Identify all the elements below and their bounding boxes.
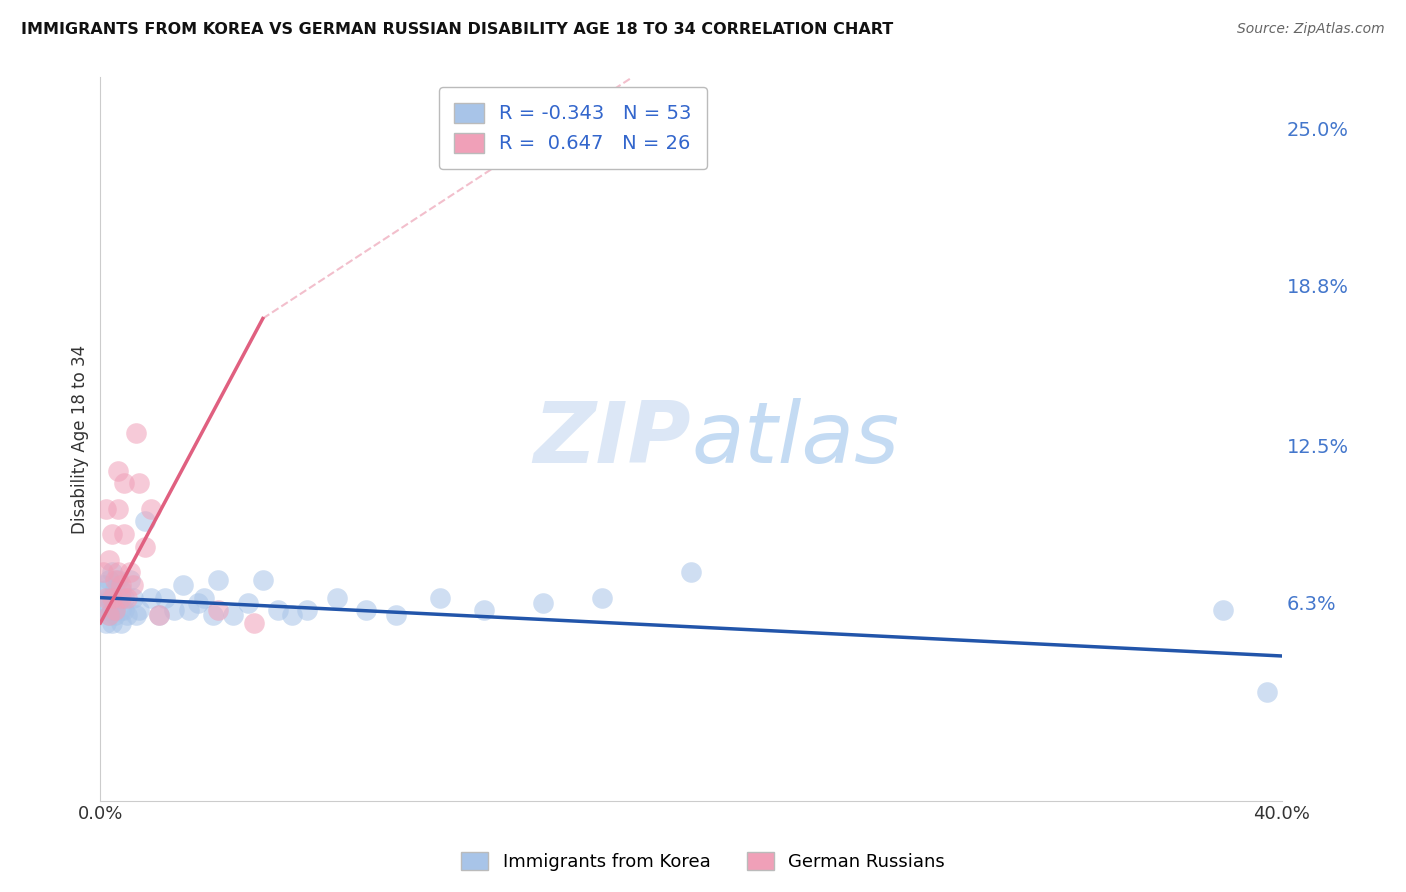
Point bbox=[163, 603, 186, 617]
Point bbox=[128, 476, 150, 491]
Point bbox=[236, 596, 259, 610]
Point bbox=[1256, 684, 1278, 698]
Point bbox=[429, 591, 451, 605]
Point bbox=[354, 603, 377, 617]
Point bbox=[222, 608, 245, 623]
Point bbox=[172, 578, 194, 592]
Point bbox=[472, 603, 495, 617]
Point bbox=[592, 591, 614, 605]
Point bbox=[207, 573, 229, 587]
Y-axis label: Disability Age 18 to 34: Disability Age 18 to 34 bbox=[72, 344, 89, 533]
Point bbox=[112, 603, 135, 617]
Point bbox=[110, 578, 132, 592]
Legend: R = -0.343   N = 53, R =  0.647   N = 26: R = -0.343 N = 53, R = 0.647 N = 26 bbox=[439, 87, 707, 169]
Point bbox=[118, 566, 141, 580]
Point bbox=[112, 591, 135, 605]
Point bbox=[104, 582, 127, 597]
Point bbox=[101, 591, 124, 605]
Point bbox=[110, 591, 132, 605]
Point bbox=[101, 566, 124, 580]
Point bbox=[148, 608, 170, 623]
Point bbox=[281, 608, 304, 623]
Point bbox=[115, 608, 138, 623]
Point bbox=[98, 573, 121, 587]
Point bbox=[98, 608, 121, 623]
Point bbox=[118, 573, 141, 587]
Text: IMMIGRANTS FROM KOREA VS GERMAN RUSSIAN DISABILITY AGE 18 TO 34 CORRELATION CHAR: IMMIGRANTS FROM KOREA VS GERMAN RUSSIAN … bbox=[21, 22, 893, 37]
Point bbox=[96, 591, 118, 605]
Point bbox=[96, 603, 118, 617]
Point bbox=[110, 603, 132, 617]
Point bbox=[107, 501, 129, 516]
Point bbox=[295, 603, 318, 617]
Point bbox=[531, 596, 554, 610]
Point bbox=[121, 591, 143, 605]
Point bbox=[101, 603, 124, 617]
Point bbox=[104, 573, 127, 587]
Point bbox=[139, 591, 162, 605]
Text: Source: ZipAtlas.com: Source: ZipAtlas.com bbox=[1237, 22, 1385, 37]
Legend: Immigrants from Korea, German Russians: Immigrants from Korea, German Russians bbox=[454, 845, 952, 879]
Point bbox=[112, 476, 135, 491]
Point bbox=[104, 603, 127, 617]
Point bbox=[96, 615, 118, 630]
Point bbox=[101, 615, 124, 630]
Point bbox=[104, 603, 127, 617]
Point bbox=[384, 608, 406, 623]
Point bbox=[134, 515, 156, 529]
Point bbox=[107, 573, 129, 587]
Point bbox=[96, 582, 118, 597]
Point bbox=[1212, 603, 1234, 617]
Point bbox=[193, 591, 215, 605]
Point bbox=[266, 603, 288, 617]
Point bbox=[125, 425, 148, 440]
Point bbox=[187, 596, 209, 610]
Point bbox=[98, 552, 121, 566]
Point bbox=[107, 464, 129, 478]
Point bbox=[112, 527, 135, 541]
Point bbox=[155, 591, 177, 605]
Point bbox=[139, 501, 162, 516]
Point bbox=[252, 573, 274, 587]
Point bbox=[207, 603, 229, 617]
Point bbox=[201, 608, 224, 623]
Point bbox=[134, 540, 156, 554]
Point bbox=[121, 578, 143, 592]
Point bbox=[101, 527, 124, 541]
Point bbox=[104, 608, 127, 623]
Point bbox=[98, 591, 121, 605]
Point bbox=[128, 603, 150, 617]
Point bbox=[91, 578, 114, 592]
Point bbox=[91, 566, 114, 580]
Point bbox=[98, 608, 121, 623]
Point bbox=[91, 596, 114, 610]
Point bbox=[125, 608, 148, 623]
Point bbox=[107, 591, 129, 605]
Point bbox=[148, 608, 170, 623]
Point bbox=[110, 582, 132, 597]
Point bbox=[681, 566, 703, 580]
Point bbox=[243, 615, 266, 630]
Point bbox=[110, 615, 132, 630]
Text: atlas: atlas bbox=[692, 398, 898, 481]
Point bbox=[177, 603, 200, 617]
Point bbox=[96, 501, 118, 516]
Point bbox=[325, 591, 347, 605]
Text: ZIP: ZIP bbox=[533, 398, 692, 481]
Point bbox=[107, 566, 129, 580]
Point bbox=[115, 591, 138, 605]
